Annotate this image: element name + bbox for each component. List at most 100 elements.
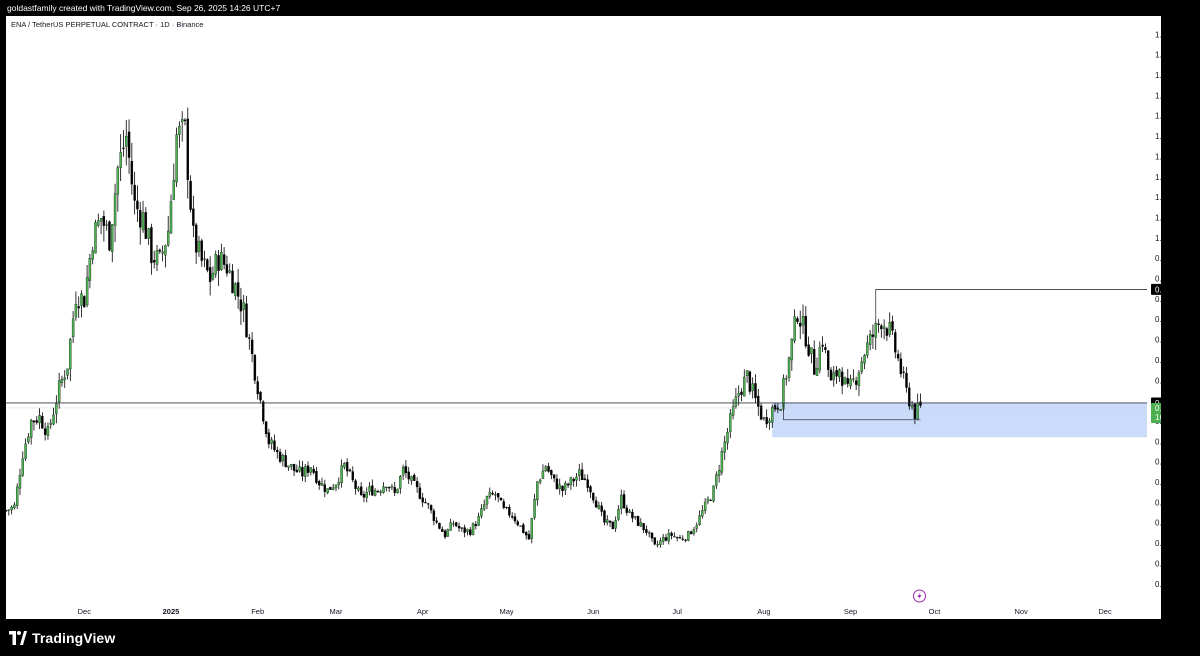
candle-body-down: [362, 494, 366, 498]
candle-body-up: [18, 475, 22, 489]
candle-body-up: [379, 491, 382, 493]
candle: [21, 451, 24, 477]
candle: [701, 505, 704, 519]
candle-body-down: [231, 270, 234, 294]
candle: [675, 536, 679, 542]
candle: [681, 535, 684, 541]
candle-body-down: [376, 491, 380, 493]
candle: [715, 471, 718, 489]
candle: [530, 517, 533, 544]
candle-body-down: [905, 373, 908, 388]
candle: [804, 306, 808, 349]
candle: [253, 353, 257, 384]
candle: [429, 504, 433, 514]
candle: [281, 453, 285, 467]
candle-body-down: [435, 520, 438, 523]
candle: [46, 422, 50, 440]
candle-body-down: [583, 478, 587, 480]
candle: [418, 482, 422, 500]
candle: [729, 409, 732, 439]
candle-body-down: [301, 466, 304, 477]
candle-body-up: [843, 377, 847, 385]
candle: [793, 309, 796, 344]
candle: [354, 478, 357, 495]
price-tick-label: 1.4000: [1155, 71, 1161, 80]
candle: [622, 490, 626, 510]
candle: [611, 521, 615, 530]
candle-body-up: [55, 403, 58, 414]
chart-panel[interactable]: 1.5000 1.4500 1.4000 1.3500 1.3000 1.2500 1.20…: [6, 16, 1161, 619]
candle-body-down: [273, 440, 276, 451]
candle: [620, 489, 623, 515]
candle-body-down: [566, 483, 570, 486]
candle-body-up: [536, 481, 539, 501]
price-tick-label: 1.3500: [1155, 91, 1161, 100]
candle: [866, 335, 869, 359]
candle: [589, 485, 592, 499]
candle-body-up: [628, 510, 631, 513]
candle: [880, 323, 883, 338]
candle-body-down: [594, 500, 598, 508]
candle: [194, 222, 198, 264]
time-tick-label: Dec: [1098, 607, 1112, 616]
time-axis[interactable]: Dec 2025 Feb Mar Apr May Jun Jul Aug Sep Oct Nov Dec: [78, 607, 1112, 616]
candle: [172, 163, 175, 201]
candle: [734, 388, 738, 409]
candle: [222, 247, 226, 270]
candle: [150, 223, 153, 275]
candle: [916, 393, 919, 421]
candle-body-up: [99, 217, 103, 222]
candle-body-down: [217, 255, 220, 271]
price-axis[interactable]: 1.5000 1.4500 1.4000 1.3500 1.3000 1.2500 1.20…: [1155, 30, 1161, 588]
candle: [214, 250, 217, 278]
candle-body-down: [829, 369, 833, 381]
candle-body-down: [292, 463, 296, 471]
candle: [908, 382, 911, 410]
candle: [320, 477, 324, 486]
candle: [631, 509, 634, 523]
symbol-title: ENA / TetherUS PERPETUAL CONTRACT · 1D ·…: [11, 20, 204, 29]
candle-body-down: [547, 466, 550, 472]
candle: [43, 422, 47, 441]
candle-body-down: [429, 505, 433, 511]
candle-body-down: [443, 530, 447, 538]
candle: [648, 530, 651, 538]
candle: [899, 352, 903, 378]
candle-body-down: [144, 212, 148, 239]
brand-name: TradingView: [32, 630, 116, 646]
candle: [248, 334, 251, 350]
candle: [404, 460, 408, 478]
candle: [359, 482, 363, 497]
price-chart[interactable]: 1.5000 1.4500 1.4000 1.3500 1.3000 1.2500 1.20…: [6, 16, 1161, 619]
candle-body-up: [656, 544, 659, 546]
candle-body-down: [194, 224, 198, 253]
candle-body-up: [620, 494, 623, 509]
candle: [656, 540, 659, 548]
candle-body-up: [575, 476, 578, 481]
candle: [670, 531, 673, 540]
candle: [667, 529, 670, 545]
candle-body-down: [102, 216, 106, 226]
candle: [483, 499, 486, 511]
candle-body-up: [203, 258, 206, 260]
candle-body-up: [480, 508, 483, 517]
candle: [267, 428, 271, 449]
candle-body-up: [639, 522, 643, 527]
candle-body-down: [122, 147, 125, 149]
candle-body-up: [564, 483, 567, 491]
candle-body-down: [675, 537, 679, 539]
candle-body-up: [771, 407, 774, 423]
candle: [466, 528, 469, 536]
candle: [720, 447, 724, 476]
candle-body-down: [348, 469, 352, 472]
candle-body-up: [751, 383, 754, 392]
candle-body-up: [373, 490, 377, 496]
candle-body-down: [407, 471, 410, 480]
candle: [329, 486, 332, 490]
candle-body-down: [432, 510, 436, 521]
candle-body-down: [256, 381, 259, 395]
candle-body-down: [902, 371, 905, 373]
candle-body-up: [69, 338, 72, 370]
candle: [852, 369, 855, 383]
candle-body-down: [804, 316, 808, 347]
